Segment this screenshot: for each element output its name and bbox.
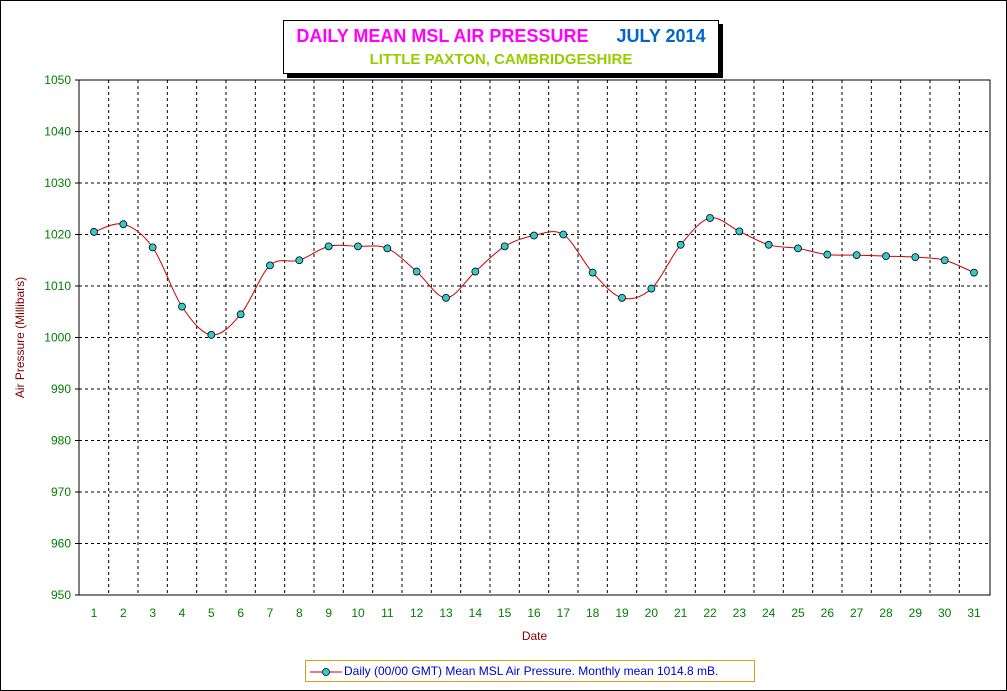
data-point	[442, 293, 450, 302]
x-tick-label: 7	[267, 606, 274, 620]
x-tick-label: 21	[674, 606, 688, 620]
x-tick-label: 31	[967, 606, 981, 620]
x-tick-label: 26	[821, 606, 835, 620]
x-tick-label: 17	[557, 606, 571, 620]
data-point	[236, 310, 245, 319]
data-point	[500, 242, 509, 251]
y-tick-label: 1050	[44, 73, 71, 87]
x-axis-title: Date	[522, 629, 548, 643]
x-tick-label: 24	[762, 606, 776, 620]
y-tick-label: 980	[51, 434, 71, 448]
x-tick-label: 13	[439, 606, 453, 620]
y-tick-label: 960	[51, 537, 71, 551]
y-tick-label: 1010	[44, 279, 71, 293]
x-tick-label: 2	[120, 606, 127, 620]
x-tick-label: 28	[879, 606, 893, 620]
data-point	[119, 220, 128, 229]
data-point	[148, 243, 157, 252]
data-point	[559, 230, 568, 239]
data-point	[383, 244, 392, 253]
data-point	[970, 268, 978, 277]
data-point	[676, 240, 685, 249]
data-point	[823, 250, 832, 259]
chart-legend: Daily (00/00 GMT) Mean MSL Air Pressure.…	[305, 660, 755, 682]
y-tick-label: 970	[51, 485, 71, 499]
series-markers	[90, 214, 978, 339]
data-point	[706, 214, 714, 222]
grid-lines	[79, 80, 990, 595]
data-point	[852, 251, 861, 260]
data-point	[618, 293, 626, 302]
chart-subtitle: LITTLE PAXTON, CAMBRIDGESHIRE	[369, 51, 633, 68]
title-main: DAILY MEAN MSL AIR PRESSURE	[296, 26, 589, 46]
y-tick-label: 990	[51, 382, 71, 396]
x-tick-label: 19	[615, 606, 629, 620]
y-tick-label: 950	[51, 588, 71, 602]
y-tick-label: 1000	[44, 331, 71, 345]
chart-title-box: DAILY MEAN MSL AIR PRESSURE JULY 2014 LI…	[283, 20, 719, 74]
data-point	[530, 231, 538, 240]
data-point	[911, 253, 920, 262]
x-tick-label: 9	[325, 606, 332, 620]
chart-title: DAILY MEAN MSL AIR PRESSURE JULY 2014	[284, 26, 718, 47]
data-point	[940, 256, 949, 265]
data-point	[647, 284, 656, 293]
data-point	[207, 331, 216, 339]
y-axis-title: Air Pressure (Millibars)	[13, 277, 27, 398]
x-tick-label: 12	[410, 606, 424, 620]
data-point	[588, 268, 597, 277]
x-tick-label: 27	[850, 606, 864, 620]
legend-swatch	[310, 668, 342, 676]
x-tick-label: 30	[938, 606, 952, 620]
data-point	[354, 242, 362, 251]
x-tick-label: 1	[91, 606, 98, 620]
y-tick-label: 1020	[44, 228, 71, 242]
y-tick-label: 1030	[44, 176, 71, 190]
data-point	[295, 256, 304, 265]
x-axis-ticks: 1 2 3 4 5 6 7 8 9 10 11 12 13 14 15 16 17 18 19 20 21 22 23 24 2…	[91, 606, 981, 620]
data-point	[735, 227, 744, 236]
x-tick-label: 14	[469, 606, 483, 620]
x-tick-label: 20	[645, 606, 659, 620]
x-tick-label: 10	[351, 606, 365, 620]
x-tick-label: 5	[208, 606, 215, 620]
x-tick-label: 23	[733, 606, 747, 620]
legend-label: Daily (00/00 GMT) Mean MSL Air Pressure.…	[344, 664, 719, 678]
x-tick-label: 8	[296, 606, 303, 620]
x-tick-label: 29	[909, 606, 923, 620]
data-point	[90, 228, 98, 236]
title-month: JULY 2014	[616, 26, 706, 46]
y-tick-label: 1040	[44, 125, 71, 139]
x-tick-label: 18	[586, 606, 600, 620]
data-point	[764, 240, 773, 249]
x-tick-label: 11	[381, 606, 394, 620]
data-point	[882, 252, 890, 261]
x-tick-label: 16	[527, 606, 541, 620]
x-tick-label: 4	[179, 606, 186, 620]
y-axis-ticks: 950 960 970 980 990 1000 1010 1020 1030 1040 1050	[44, 73, 79, 602]
data-point	[412, 267, 421, 276]
data-point	[471, 267, 480, 276]
data-point	[178, 302, 186, 311]
x-tick-label: 25	[791, 606, 805, 620]
data-point	[794, 244, 802, 253]
data-point	[266, 261, 274, 270]
x-tick-label: 15	[498, 606, 512, 620]
x-tick-label: 3	[149, 606, 156, 620]
x-tick-label: 22	[703, 606, 717, 620]
x-tick-label: 6	[237, 606, 244, 620]
data-point	[324, 242, 333, 251]
